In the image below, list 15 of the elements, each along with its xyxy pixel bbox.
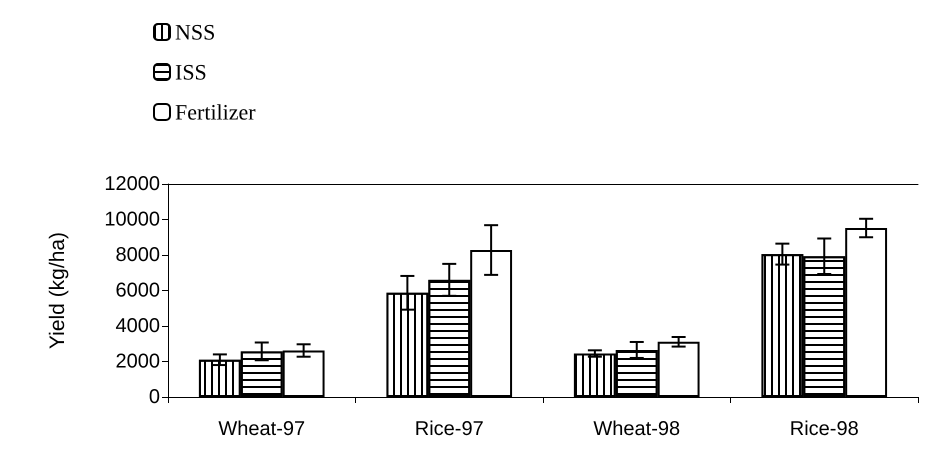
x-tick-label: Wheat-98 (593, 418, 680, 440)
y-tick-label: 4000 (116, 315, 160, 337)
y-tick-label: 12000 (104, 173, 160, 195)
legend-label: ISS (175, 60, 207, 84)
x-tick-label: Wheat-97 (218, 418, 306, 440)
y-tick-label: 0 (148, 386, 160, 408)
legend-label: NSS (175, 20, 216, 44)
y-axis-title: Yield (kg/ha) (46, 232, 69, 350)
y-tick-label: 6000 (116, 280, 160, 302)
y-tick-label: 10000 (104, 208, 160, 230)
legend-label: Fertilizer (175, 100, 256, 124)
x-tick-label: Rice-97 (414, 418, 484, 440)
x-tick-label: Rice-98 (790, 418, 859, 440)
y-tick-label: 8000 (116, 244, 160, 266)
y-tick-label: 2000 (116, 350, 160, 372)
